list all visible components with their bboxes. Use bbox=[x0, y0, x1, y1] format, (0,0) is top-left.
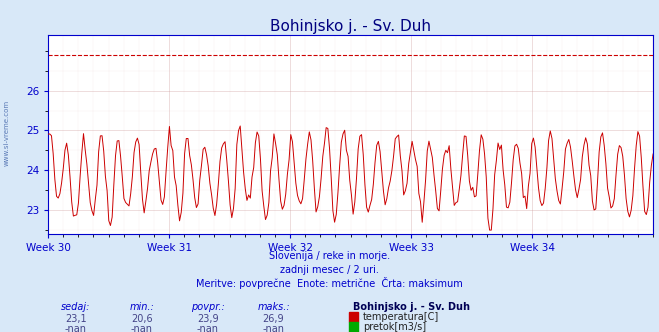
Text: zadnji mesec / 2 uri.: zadnji mesec / 2 uri. bbox=[280, 265, 379, 275]
Text: 26,9: 26,9 bbox=[263, 314, 284, 324]
Text: sedaj:: sedaj: bbox=[61, 302, 90, 312]
Text: -nan: -nan bbox=[65, 324, 87, 332]
Text: Slovenija / reke in morje.: Slovenija / reke in morje. bbox=[269, 251, 390, 261]
Title: Bohinjsko j. - Sv. Duh: Bohinjsko j. - Sv. Duh bbox=[270, 19, 431, 34]
Text: Bohinjsko j. - Sv. Duh: Bohinjsko j. - Sv. Duh bbox=[353, 302, 470, 312]
Text: povpr.:: povpr.: bbox=[190, 302, 225, 312]
Text: 23,1: 23,1 bbox=[65, 314, 86, 324]
Text: -nan: -nan bbox=[262, 324, 285, 332]
Text: -nan: -nan bbox=[196, 324, 219, 332]
Text: 23,9: 23,9 bbox=[197, 314, 218, 324]
Text: pretok[m3/s]: pretok[m3/s] bbox=[363, 322, 426, 332]
Text: Meritve: povprečne  Enote: metrične  Črta: maksimum: Meritve: povprečne Enote: metrične Črta:… bbox=[196, 277, 463, 289]
Text: temperatura[C]: temperatura[C] bbox=[363, 312, 440, 322]
Text: min.:: min.: bbox=[129, 302, 154, 312]
Text: -nan: -nan bbox=[130, 324, 153, 332]
Text: www.si-vreme.com: www.si-vreme.com bbox=[3, 100, 10, 166]
Text: maks.:: maks.: bbox=[257, 302, 290, 312]
Text: 20,6: 20,6 bbox=[131, 314, 152, 324]
